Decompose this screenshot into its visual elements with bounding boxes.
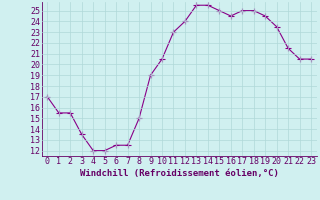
X-axis label: Windchill (Refroidissement éolien,°C): Windchill (Refroidissement éolien,°C) (80, 169, 279, 178)
